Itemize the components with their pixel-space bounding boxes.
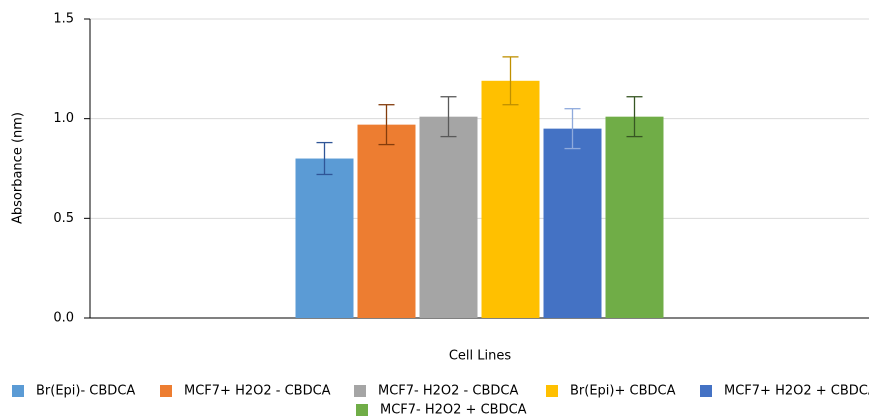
bar xyxy=(481,80,540,318)
bar xyxy=(295,158,354,318)
bar xyxy=(605,116,664,318)
y-tick-label: 1.0 xyxy=(53,111,74,126)
legend-swatch xyxy=(12,385,24,397)
legend-swatch xyxy=(356,404,368,416)
legend-swatch xyxy=(354,385,366,397)
y-tick-label: 1.5 xyxy=(53,12,74,27)
bar xyxy=(357,124,416,318)
bar xyxy=(543,128,602,318)
y-tick-label: 0.5 xyxy=(53,211,74,226)
legend-label: Br(Epi)+ CBDCA xyxy=(570,384,676,399)
bar xyxy=(419,116,478,318)
legend-swatch xyxy=(160,385,172,397)
y-axis-label: Absorbance (nm) xyxy=(11,112,26,224)
legend-label: Br(Epi)- CBDCA xyxy=(36,384,135,399)
x-axis-label: Cell Lines xyxy=(449,349,512,364)
legend-swatch xyxy=(546,385,558,397)
legend-label: MCF7- H2O2 + CBDCA xyxy=(380,403,527,418)
legend-label: MCF7- H2O2 - CBDCA xyxy=(378,384,518,399)
legend-label: MCF7+ H2O2 - CBDCA xyxy=(184,384,331,399)
legend-label: MCF7+ H2O2 + CBDCA xyxy=(724,384,869,399)
legend-swatch xyxy=(700,385,712,397)
y-tick-label: 0.0 xyxy=(53,311,74,326)
